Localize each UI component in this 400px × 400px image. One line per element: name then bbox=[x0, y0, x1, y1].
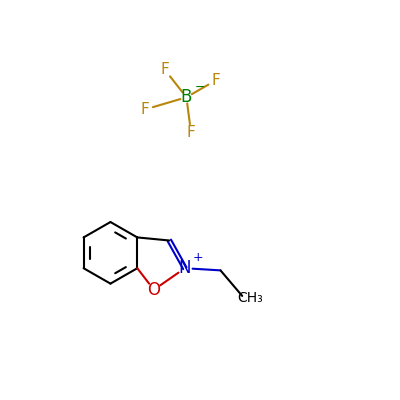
Text: +: + bbox=[193, 251, 203, 264]
Text: N: N bbox=[178, 259, 191, 277]
Text: O: O bbox=[147, 281, 160, 299]
Text: −: − bbox=[195, 80, 205, 94]
Text: B: B bbox=[181, 88, 192, 106]
Text: F: F bbox=[187, 125, 196, 140]
Text: F: F bbox=[160, 62, 169, 77]
Text: CH₃: CH₃ bbox=[237, 292, 263, 306]
Text: F: F bbox=[140, 102, 149, 117]
Text: F: F bbox=[212, 73, 220, 88]
